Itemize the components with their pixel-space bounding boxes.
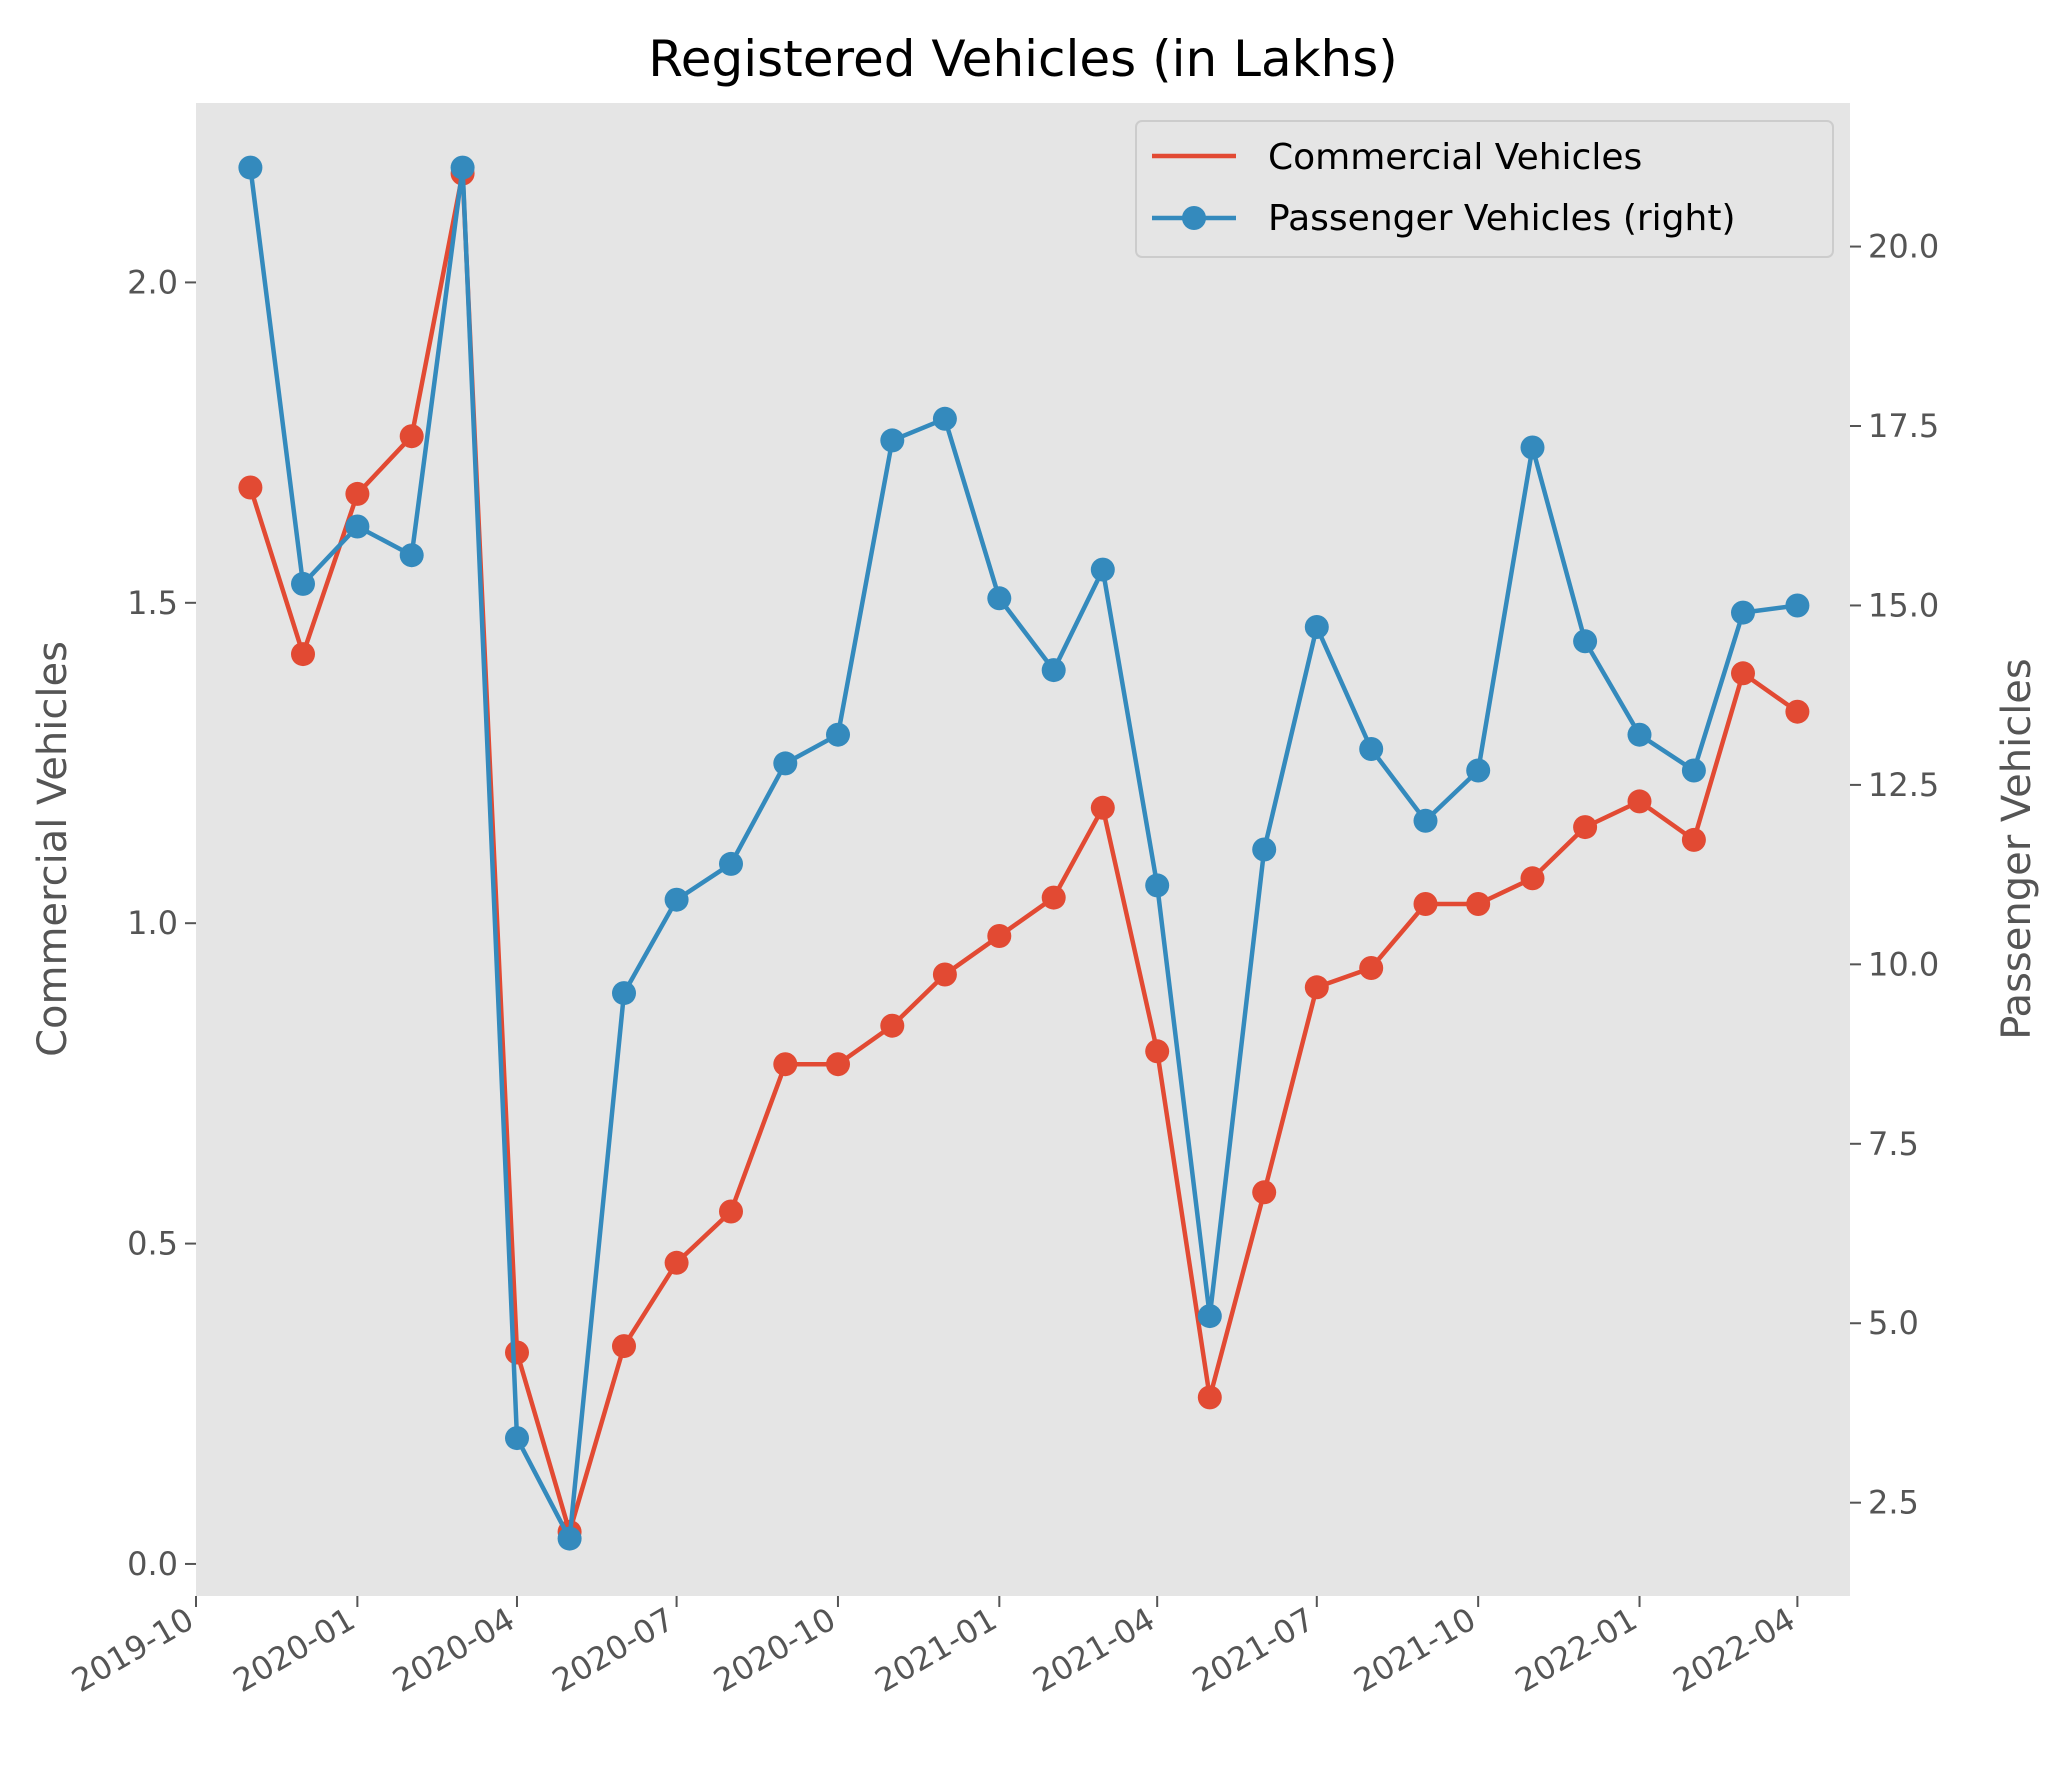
passenger-data-point [345,514,370,539]
commercial-data-point [1413,892,1438,916]
passenger-data-point [1413,808,1438,833]
commercial-data-point [773,1052,798,1077]
passenger-data-point [1731,600,1755,625]
passenger-data-point [612,981,636,1006]
passenger-data-point [450,155,475,180]
commercial-data-point [1681,827,1706,852]
passenger-data-point [1627,722,1652,747]
passenger-data-point [1304,615,1329,639]
series-layer [238,155,1810,1551]
passenger-data-point [987,586,1012,611]
passenger-data-point [773,751,798,776]
commercial-data-point [664,1250,689,1275]
passenger-data-point [505,1426,529,1451]
left-y-tick-label: 2.0 [127,263,178,301]
passenger-data-point [826,722,850,747]
right-y-tick-label: 17.5 [1868,407,1939,445]
commercial-data-point [1520,866,1545,891]
right-y-tick-label: 15.0 [1868,586,1939,624]
right-y-tick-label: 7.5 [1868,1125,1919,1163]
commercial-data-point [1304,975,1329,1000]
passenger-data-point [932,406,957,431]
commercial-data-point [1090,795,1115,820]
legend: Commercial Vehicles Passenger Vehicles (… [1135,120,1834,258]
right-y-tick-label: 2.5 [1868,1484,1919,1522]
passenger-data-point [1359,737,1384,761]
commercial-data-point [505,1340,529,1365]
legend-box [1135,120,1834,258]
x-tick-label: 2019-10 [65,1600,200,1700]
commercial-data-point [238,475,263,500]
passenger-data-point [557,1526,582,1551]
legend-commercial-label: Commercial Vehicles [1268,137,1642,178]
commercial-data-point [399,424,424,449]
x-tick-label: 2021-01 [869,1600,1004,1700]
commercial-data-point [1359,956,1384,980]
passenger-data-point [399,543,424,568]
commercial-data-point [1627,789,1652,814]
left-y-axis: 0.0 0.5 1.0 1.5 2.0 [127,263,196,1583]
passenger-data-point [719,851,743,876]
commercial-data-point [932,962,957,987]
passenger-data-point [1681,758,1706,783]
right-y-axis-label: Passenger Vehicles [1994,658,2040,1040]
commercial-data-point [1731,661,1755,686]
commercial-data-point [1197,1385,1222,1410]
left-y-tick-label: 1.5 [127,584,178,622]
commercial-series-line [248,171,1799,1535]
chart-title: Registered Vehicles (in Lakhs) [648,30,1398,88]
right-y-axis: 2.5 5.0 7.5 10.0 12.5 15.0 17.5 20.0 [1850,228,1939,1522]
passenger-data-point [1520,435,1545,460]
x-tick-label: 2021-07 [1186,1600,1321,1700]
x-tick-label: 2020-10 [707,1600,842,1700]
right-y-tick-label: 10.0 [1868,945,1939,983]
passenger-data-point [1145,873,1170,898]
passenger-data-point [1785,593,1810,618]
passenger-data-point [1090,557,1115,582]
commercial-data-point [880,1013,905,1038]
legend-passenger-marker [1182,206,1206,230]
left-y-axis-label: Commercial Vehicles [30,641,76,1057]
passenger-data-point [664,887,689,912]
passenger-data-point [1573,629,1598,654]
x-axis: 2019-10 2020-01 2020-04 2020-07 2020-10 2021-… [65,1596,1801,1700]
commercial-data-point [1252,1180,1277,1205]
passenger-data-point [238,155,263,180]
left-y-tick-label: 0.5 [127,1225,178,1263]
plot-area [196,103,1850,1596]
passenger-data-point [1041,658,1066,683]
passenger-data-point [291,571,315,596]
x-tick-label: 2020-07 [546,1600,681,1700]
commercial-data-point [1145,1039,1170,1064]
commercial-data-point [987,924,1012,948]
passenger-data-point [1252,837,1277,862]
x-tick-label: 2020-01 [227,1600,362,1700]
commercial-data-point [719,1199,743,1224]
right-y-tick-label: 20.0 [1868,228,1939,266]
x-tick-label: 2021-04 [1026,1600,1161,1700]
x-tick-label: 2020-04 [386,1600,521,1700]
passenger-data-point [1466,758,1491,783]
commercial-data-point [345,481,370,506]
commercial-data-point [826,1052,850,1077]
commercial-data-point [1573,815,1598,840]
legend-passenger-label: Passenger Vehicles (right) [1268,198,1736,239]
left-y-tick-label: 0.0 [127,1545,178,1583]
passenger-data-point [1197,1304,1222,1329]
x-tick-label: 2022-01 [1509,1600,1644,1700]
commercial-data-point [612,1334,636,1359]
passenger-data-point [880,428,905,453]
x-tick-label: 2021-10 [1347,1600,1482,1700]
left-y-tick-label: 1.0 [127,904,178,942]
commercial-data-point [291,642,315,667]
commercial-data-point [1466,892,1491,916]
passenger-series-line [248,165,1798,1541]
commercial-data-point [1785,699,1810,724]
right-y-tick-label: 12.5 [1868,766,1939,804]
x-tick-label: 2022-04 [1667,1600,1802,1700]
commercial-data-point [1041,885,1066,910]
right-y-tick-label: 5.0 [1868,1304,1919,1342]
